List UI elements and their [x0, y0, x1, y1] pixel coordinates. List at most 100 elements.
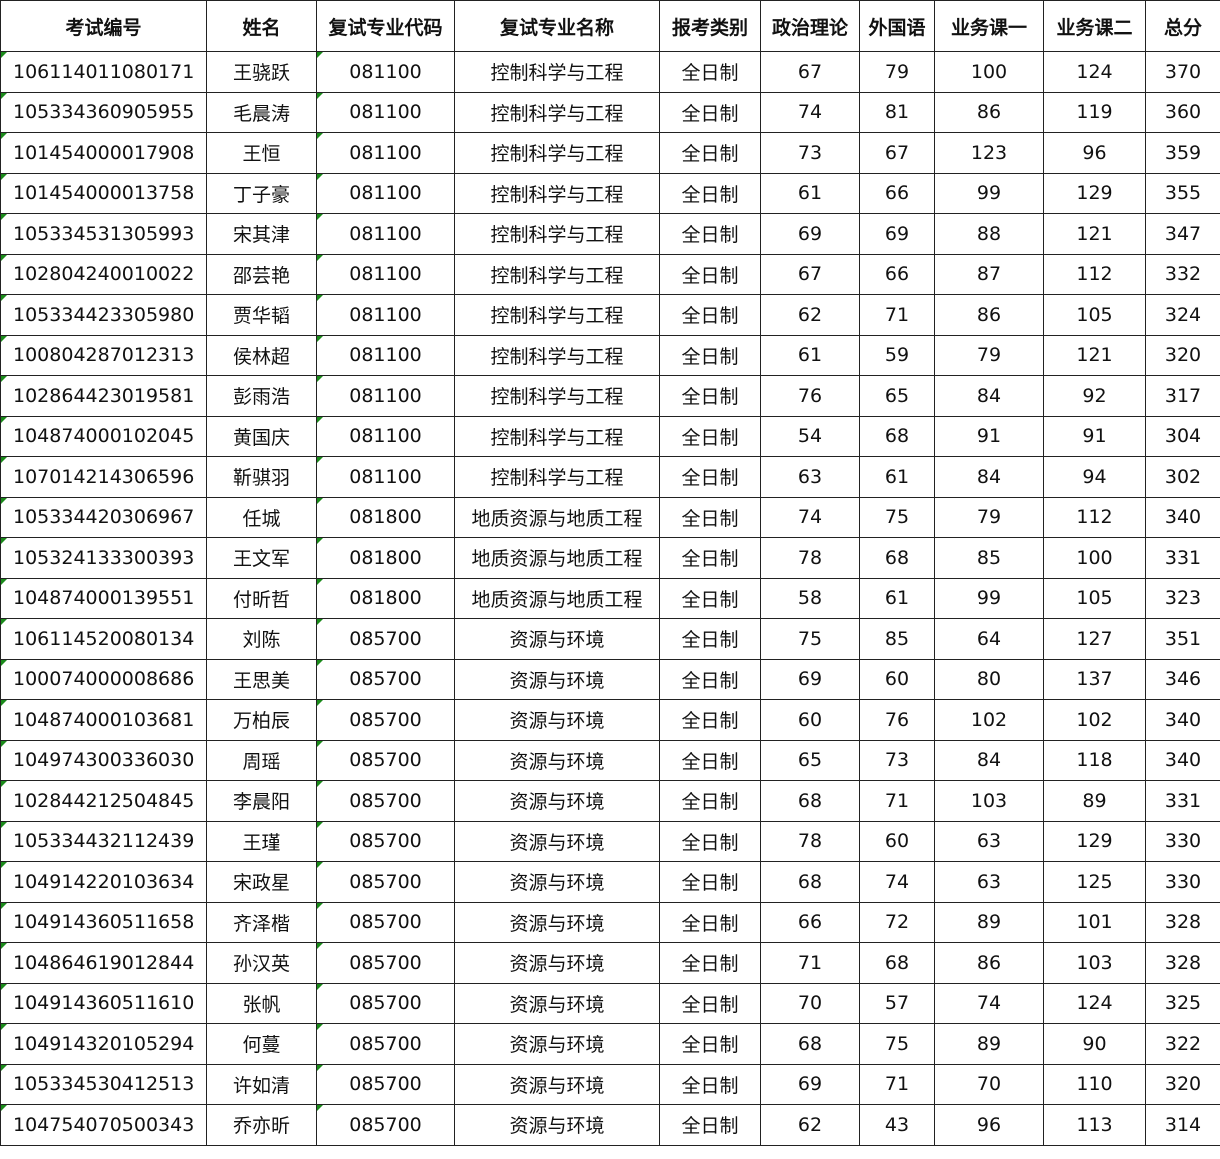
- major-name-cell[interactable]: 控制科学与工程: [454, 213, 660, 255]
- foreign-language-cell[interactable]: 61: [859, 577, 935, 619]
- name-cell[interactable]: 彭雨浩: [206, 375, 317, 417]
- exam-id-cell[interactable]: 100074000008686: [0, 658, 207, 700]
- foreign-language-cell[interactable]: 68: [859, 537, 935, 579]
- category-cell[interactable]: 全日制: [659, 213, 761, 255]
- total-cell[interactable]: 328: [1145, 942, 1220, 984]
- exam-id-cell[interactable]: 105334432112439: [0, 820, 207, 862]
- course-two-cell[interactable]: 125: [1043, 861, 1146, 903]
- politics-cell[interactable]: 68: [760, 780, 860, 822]
- politics-cell[interactable]: 69: [760, 213, 860, 255]
- name-cell[interactable]: 张帆: [206, 982, 317, 1024]
- foreign-language-cell[interactable]: 71: [859, 1063, 935, 1105]
- total-cell[interactable]: 320: [1145, 334, 1220, 376]
- major-code-cell[interactable]: 081100: [316, 91, 455, 133]
- course-one-cell[interactable]: 123: [934, 132, 1044, 174]
- total-cell[interactable]: 324: [1145, 294, 1220, 336]
- politics-cell[interactable]: 78: [760, 537, 860, 579]
- course-one-cell[interactable]: 87: [934, 253, 1044, 295]
- major-name-cell[interactable]: 控制科学与工程: [454, 253, 660, 295]
- course-one-cell[interactable]: 86: [934, 942, 1044, 984]
- exam-id-cell[interactable]: 104914220103634: [0, 861, 207, 903]
- foreign-language-cell[interactable]: 60: [859, 820, 935, 862]
- header-major-code[interactable]: 复试专业代码: [316, 0, 455, 52]
- exam-id-cell[interactable]: 105334531305993: [0, 213, 207, 255]
- course-two-cell[interactable]: 96: [1043, 132, 1146, 174]
- name-cell[interactable]: 王思美: [206, 658, 317, 700]
- foreign-language-cell[interactable]: 72: [859, 901, 935, 943]
- category-cell[interactable]: 全日制: [659, 942, 761, 984]
- politics-cell[interactable]: 61: [760, 172, 860, 214]
- politics-cell[interactable]: 68: [760, 861, 860, 903]
- foreign-language-cell[interactable]: 75: [859, 496, 935, 538]
- category-cell[interactable]: 全日制: [659, 739, 761, 781]
- course-two-cell[interactable]: 137: [1043, 658, 1146, 700]
- total-cell[interactable]: 314: [1145, 1104, 1220, 1146]
- course-one-cell[interactable]: 79: [934, 334, 1044, 376]
- major-name-cell[interactable]: 控制科学与工程: [454, 375, 660, 417]
- category-cell[interactable]: 全日制: [659, 172, 761, 214]
- total-cell[interactable]: 332: [1145, 253, 1220, 295]
- exam-id-cell[interactable]: 102844212504845: [0, 780, 207, 822]
- foreign-language-cell[interactable]: 71: [859, 780, 935, 822]
- course-two-cell[interactable]: 101: [1043, 901, 1146, 943]
- total-cell[interactable]: 340: [1145, 496, 1220, 538]
- course-two-cell[interactable]: 112: [1043, 253, 1146, 295]
- major-name-cell[interactable]: 控制科学与工程: [454, 132, 660, 174]
- course-two-cell[interactable]: 94: [1043, 456, 1146, 498]
- total-cell[interactable]: 331: [1145, 780, 1220, 822]
- politics-cell[interactable]: 69: [760, 658, 860, 700]
- course-one-cell[interactable]: 84: [934, 739, 1044, 781]
- foreign-language-cell[interactable]: 60: [859, 658, 935, 700]
- course-two-cell[interactable]: 103: [1043, 942, 1146, 984]
- politics-cell[interactable]: 70: [760, 982, 860, 1024]
- exam-id-cell[interactable]: 106114011080171: [0, 51, 207, 93]
- major-code-cell[interactable]: 085700: [316, 699, 455, 741]
- course-two-cell[interactable]: 112: [1043, 496, 1146, 538]
- major-code-cell[interactable]: 085700: [316, 780, 455, 822]
- course-two-cell[interactable]: 90: [1043, 1023, 1146, 1065]
- exam-id-cell[interactable]: 104754070500343: [0, 1104, 207, 1146]
- total-cell[interactable]: 304: [1145, 415, 1220, 457]
- total-cell[interactable]: 323: [1145, 577, 1220, 619]
- major-code-cell[interactable]: 081800: [316, 577, 455, 619]
- total-cell[interactable]: 320: [1145, 1063, 1220, 1105]
- course-one-cell[interactable]: 102: [934, 699, 1044, 741]
- politics-cell[interactable]: 67: [760, 51, 860, 93]
- course-one-cell[interactable]: 84: [934, 375, 1044, 417]
- politics-cell[interactable]: 58: [760, 577, 860, 619]
- major-name-cell[interactable]: 地质资源与地质工程: [454, 577, 660, 619]
- course-one-cell[interactable]: 86: [934, 91, 1044, 133]
- header-politics[interactable]: 政治理论: [760, 0, 860, 52]
- name-cell[interactable]: 孙汉英: [206, 942, 317, 984]
- course-one-cell[interactable]: 63: [934, 861, 1044, 903]
- foreign-language-cell[interactable]: 74: [859, 861, 935, 903]
- major-code-cell[interactable]: 081100: [316, 172, 455, 214]
- name-cell[interactable]: 宋其津: [206, 213, 317, 255]
- major-name-cell[interactable]: 地质资源与地质工程: [454, 537, 660, 579]
- header-category[interactable]: 报考类别: [659, 0, 761, 52]
- politics-cell[interactable]: 61: [760, 334, 860, 376]
- politics-cell[interactable]: 65: [760, 739, 860, 781]
- total-cell[interactable]: 331: [1145, 537, 1220, 579]
- exam-id-cell[interactable]: 104914360511610: [0, 982, 207, 1024]
- category-cell[interactable]: 全日制: [659, 618, 761, 660]
- major-name-cell[interactable]: 控制科学与工程: [454, 415, 660, 457]
- header-total[interactable]: 总分: [1145, 0, 1220, 52]
- name-cell[interactable]: 黄国庆: [206, 415, 317, 457]
- category-cell[interactable]: 全日制: [659, 699, 761, 741]
- foreign-language-cell[interactable]: 65: [859, 375, 935, 417]
- name-cell[interactable]: 王文军: [206, 537, 317, 579]
- category-cell[interactable]: 全日制: [659, 456, 761, 498]
- name-cell[interactable]: 靳骐羽: [206, 456, 317, 498]
- total-cell[interactable]: 355: [1145, 172, 1220, 214]
- category-cell[interactable]: 全日制: [659, 820, 761, 862]
- foreign-language-cell[interactable]: 79: [859, 51, 935, 93]
- category-cell[interactable]: 全日制: [659, 294, 761, 336]
- major-name-cell[interactable]: 资源与环境: [454, 1063, 660, 1105]
- major-code-cell[interactable]: 081100: [316, 51, 455, 93]
- category-cell[interactable]: 全日制: [659, 51, 761, 93]
- foreign-language-cell[interactable]: 71: [859, 294, 935, 336]
- course-two-cell[interactable]: 129: [1043, 820, 1146, 862]
- politics-cell[interactable]: 73: [760, 132, 860, 174]
- name-cell[interactable]: 侯林超: [206, 334, 317, 376]
